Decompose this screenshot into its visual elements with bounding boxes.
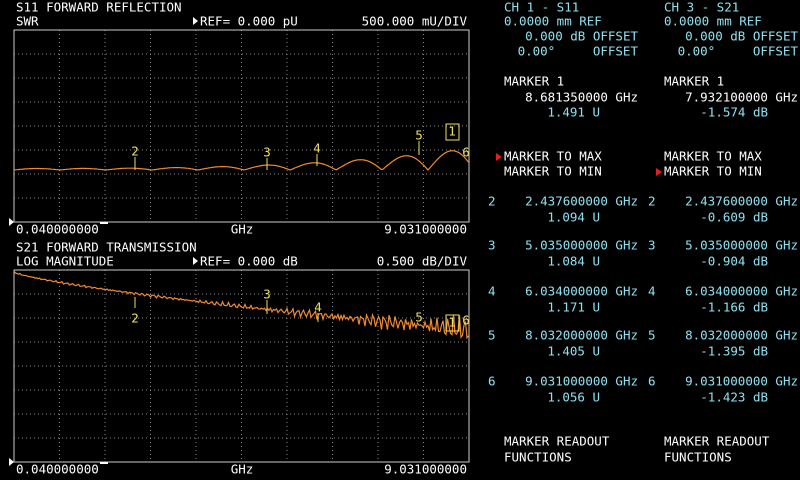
marker-value: -1.574 dB bbox=[700, 105, 768, 120]
marker-id: 3 bbox=[648, 238, 656, 253]
marker-freq: 7.932100000 GHz bbox=[685, 90, 798, 105]
plot-format: SWR bbox=[16, 14, 39, 29]
channel-offset-deg: 0.00° OFFSET bbox=[518, 44, 639, 59]
menu-item[interactable]: MARKER TO MAX bbox=[664, 149, 762, 164]
scroll-indicator bbox=[100, 462, 108, 464]
channel-offset-deg: 0.00° OFFSET bbox=[678, 44, 799, 59]
start-arrow bbox=[9, 458, 14, 466]
menu-item[interactable]: FUNCTIONS bbox=[664, 450, 732, 465]
marker-box bbox=[445, 123, 460, 141]
trace bbox=[13, 270, 469, 340]
marker-freq: 6.034000000 GHz bbox=[685, 284, 798, 299]
menu-item[interactable]: MARKER TO MIN bbox=[664, 164, 762, 179]
plot-ref: REF= 0.000 pU bbox=[200, 14, 298, 29]
active-indicator bbox=[496, 153, 502, 161]
menu-item[interactable]: MARKER TO MIN bbox=[504, 164, 602, 179]
channel-ref: 0.0000 mm REF bbox=[664, 14, 762, 29]
marker-label: 4 bbox=[313, 141, 321, 156]
marker-title: MARKER 1 bbox=[664, 74, 724, 89]
trace bbox=[13, 150, 469, 171]
channel-offset-db: 0.000 dB OFFSET bbox=[685, 29, 798, 44]
marker-value: -1.423 dB bbox=[700, 390, 768, 405]
marker-value: -1.166 dB bbox=[700, 300, 768, 315]
marker-freq: 8.032000000 GHz bbox=[685, 328, 798, 343]
marker-freq: 6.034000000 GHz bbox=[525, 284, 638, 299]
freq-stop: 9.031000000 bbox=[384, 222, 467, 237]
freq-unit: GHz bbox=[231, 462, 254, 477]
marker-label: 5 bbox=[415, 128, 423, 143]
marker-freq: 8.032000000 GHz bbox=[525, 328, 638, 343]
freq-stop: 9.031000000 bbox=[384, 462, 467, 477]
menu-item[interactable]: FUNCTIONS bbox=[504, 450, 572, 465]
menu-item[interactable]: MARKER READOUT bbox=[664, 434, 770, 449]
marker-label: 6 bbox=[462, 145, 470, 160]
scroll-indicator bbox=[100, 222, 108, 224]
channel-header: CH 1 - S11 bbox=[504, 0, 579, 15]
marker-freq: 5.035000000 GHz bbox=[685, 238, 798, 253]
plot-title: S11 FORWARD REFLECTION bbox=[16, 0, 182, 15]
marker-label: 5 bbox=[415, 310, 423, 325]
marker-id: 4 bbox=[488, 284, 496, 299]
channel-header: CH 3 - S21 bbox=[664, 0, 739, 15]
marker-value: 1.171 U bbox=[547, 300, 600, 315]
marker-label: 1 bbox=[448, 124, 456, 139]
ref-arrow bbox=[193, 257, 198, 265]
marker-label: 3 bbox=[263, 287, 271, 302]
marker-freq: 5.035000000 GHz bbox=[525, 238, 638, 253]
marker-value: 1.094 U bbox=[547, 210, 600, 225]
freq-start: 0.040000000 bbox=[16, 222, 99, 237]
plot-scale: 0.500 dB/DIV bbox=[377, 254, 468, 269]
menu-item[interactable]: MARKER TO MAX bbox=[504, 149, 602, 164]
plot-format: LOG MAGNITUDE bbox=[16, 254, 114, 269]
marker-value: -0.904 dB bbox=[700, 254, 768, 269]
marker-value: 1.056 U bbox=[547, 390, 600, 405]
marker-label: 1 bbox=[448, 315, 456, 330]
marker-freq: 9.031000000 GHz bbox=[525, 374, 638, 389]
freq-unit: GHz bbox=[231, 222, 254, 237]
plot-frame bbox=[13, 29, 470, 223]
marker-title: MARKER 1 bbox=[504, 74, 564, 89]
ref-arrow bbox=[193, 17, 198, 25]
channel-ref: 0.0000 mm REF bbox=[504, 14, 602, 29]
marker-id: 4 bbox=[648, 284, 656, 299]
freq-start: 0.040000000 bbox=[16, 462, 99, 477]
plot-frame bbox=[13, 269, 470, 463]
marker-freq: 8.681350000 GHz bbox=[525, 90, 638, 105]
marker-label: 2 bbox=[131, 311, 139, 326]
marker-freq: 2.437600000 GHz bbox=[525, 194, 638, 209]
marker-label: 2 bbox=[131, 144, 139, 159]
marker-id: 2 bbox=[648, 194, 656, 209]
plot-ref: REF= 0.000 dB bbox=[200, 254, 298, 269]
marker-value: 1.491 U bbox=[547, 105, 600, 120]
channel-offset-db: 0.000 dB OFFSET bbox=[525, 29, 638, 44]
marker-value: -1.395 dB bbox=[700, 344, 768, 359]
start-arrow bbox=[9, 218, 14, 226]
plot-scale: 500.000 mU/DIV bbox=[362, 14, 468, 29]
marker-freq: 2.437600000 GHz bbox=[685, 194, 798, 209]
active-indicator bbox=[656, 168, 662, 176]
menu-item[interactable]: MARKER READOUT bbox=[504, 434, 610, 449]
marker-id: 3 bbox=[488, 238, 496, 253]
marker-label: 3 bbox=[263, 145, 271, 160]
plot-title: S21 FORWARD TRANSMISSION bbox=[16, 240, 197, 255]
marker-label: 4 bbox=[314, 300, 322, 315]
marker-id: 2 bbox=[488, 194, 496, 209]
marker-id: 5 bbox=[488, 328, 496, 343]
marker-id: 6 bbox=[488, 374, 496, 389]
marker-value: 1.084 U bbox=[547, 254, 600, 269]
marker-id: 5 bbox=[648, 328, 656, 343]
marker-value: 1.405 U bbox=[547, 344, 600, 359]
marker-value: -0.609 dB bbox=[700, 210, 768, 225]
marker-freq: 9.031000000 GHz bbox=[685, 374, 798, 389]
marker-id: 6 bbox=[648, 374, 656, 389]
marker-box bbox=[445, 314, 460, 332]
marker-label: 6 bbox=[462, 313, 470, 328]
